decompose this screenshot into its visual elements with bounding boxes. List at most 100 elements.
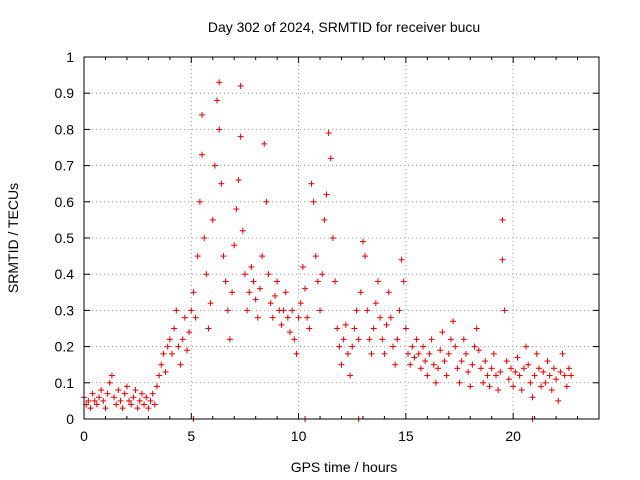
- data-point: [377, 314, 384, 321]
- data-point: [256, 285, 263, 292]
- data-point: [484, 372, 491, 379]
- data-point: [218, 180, 225, 187]
- data-point: [486, 383, 493, 390]
- data-point: [235, 177, 242, 184]
- data-point: [282, 289, 289, 296]
- data-point: [544, 358, 551, 365]
- data-point: [488, 365, 495, 372]
- data-point: [156, 372, 163, 379]
- data-point: [336, 343, 343, 350]
- x-tick-label: 0: [80, 428, 88, 444]
- data-point: [422, 358, 429, 365]
- data-point: [514, 354, 521, 361]
- data-point: [469, 361, 476, 368]
- data-point: [512, 368, 519, 375]
- data-point: [190, 289, 197, 296]
- data-point: [108, 372, 115, 379]
- y-tick-label: 0.5: [55, 230, 75, 246]
- data-point: [254, 314, 261, 321]
- data-point: [287, 329, 293, 336]
- data-point: [91, 397, 98, 404]
- data-point: [289, 307, 296, 314]
- data-point: [355, 336, 362, 343]
- data-point: [306, 325, 313, 332]
- data-point: [216, 126, 223, 133]
- data-point: [226, 336, 233, 343]
- data-point: [465, 368, 472, 375]
- y-tick-labels: 0 0.1 0.2 0.3 0.4 0.5 0.6 0.7 0.8 0.9 1: [55, 49, 75, 427]
- data-point: [123, 383, 130, 390]
- data-point: [499, 256, 506, 263]
- data-point: [548, 387, 555, 394]
- data-point: [323, 191, 330, 198]
- data-point: [158, 361, 165, 368]
- data-point: [145, 405, 152, 412]
- data-point: [291, 336, 298, 343]
- data-point: [508, 365, 515, 372]
- data-point: [199, 151, 206, 158]
- data-point: [520, 365, 527, 372]
- data-point: [166, 336, 173, 343]
- data-point: [467, 383, 474, 390]
- data-point: [430, 361, 437, 368]
- data-point: [366, 336, 373, 343]
- y-tick-label: 0.1: [55, 375, 75, 391]
- data-point: [381, 350, 388, 357]
- data-point: [362, 253, 369, 260]
- data-point: [192, 314, 199, 321]
- data-point: [203, 271, 210, 278]
- data-point: [261, 140, 268, 147]
- data-point: [447, 336, 454, 343]
- data-point: [480, 379, 487, 386]
- data-point: [495, 387, 502, 394]
- data-point: [344, 350, 351, 357]
- data-point: [458, 358, 465, 365]
- y-tick-label: 0.8: [55, 121, 75, 137]
- data-point: [538, 383, 545, 390]
- y-tick-label: 0.9: [55, 85, 75, 101]
- data-point: [186, 329, 193, 336]
- x-tick-labels: 0 5 10 15 20: [80, 428, 521, 444]
- data-point: [555, 397, 562, 404]
- data-point: [265, 271, 272, 278]
- data-point: [194, 253, 201, 260]
- data-point: [347, 372, 354, 379]
- data-point: [205, 325, 212, 332]
- data-point: [390, 343, 396, 350]
- data-point: [143, 394, 150, 401]
- data-point: [400, 278, 407, 285]
- data-point: [209, 216, 216, 223]
- data-point: [211, 162, 218, 169]
- data-point: [284, 314, 291, 321]
- data-point: [214, 97, 221, 104]
- data-point: [241, 271, 248, 278]
- data-point: [293, 350, 300, 357]
- data-point: [239, 227, 246, 234]
- data-point: [349, 343, 356, 350]
- data-point: [325, 130, 332, 137]
- data-point: [173, 307, 180, 314]
- data-point: [420, 343, 427, 350]
- data-point: [267, 300, 274, 307]
- data-point: [136, 397, 143, 404]
- data-point: [417, 365, 424, 372]
- data-point: [246, 289, 253, 296]
- x-tick-label: 20: [505, 428, 521, 444]
- data-point: [199, 111, 206, 118]
- data-point: [126, 397, 133, 404]
- data-point: [181, 314, 188, 321]
- data-point: [557, 368, 564, 375]
- data-point: [411, 354, 418, 361]
- data-point: [533, 350, 540, 357]
- data-point: [310, 198, 317, 205]
- data-point: [561, 372, 568, 379]
- data-point: [263, 198, 270, 205]
- data-point: [259, 253, 266, 260]
- data-point: [368, 350, 375, 357]
- data-point: [413, 336, 420, 343]
- x-tick-label: 10: [291, 428, 307, 444]
- data-point: [523, 343, 530, 350]
- data-point: [460, 336, 467, 343]
- data-point: [147, 397, 154, 404]
